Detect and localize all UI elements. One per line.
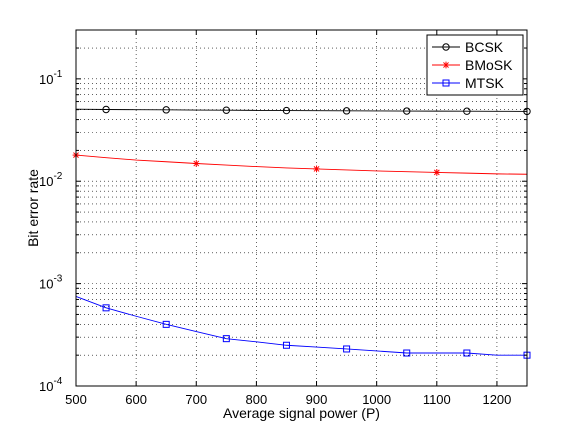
grid (76, 30, 527, 386)
x-tick-label: 700 (185, 392, 207, 407)
marker-square (442, 79, 450, 87)
marker-circle (282, 106, 291, 115)
x-tick-label: 1000 (362, 392, 391, 407)
y-tick-exponent: -1 (53, 69, 62, 80)
marker-square (102, 304, 110, 312)
series-line-bcsk (75, 108, 528, 112)
legend: BCSK BMoSK MTSK (426, 34, 524, 96)
data-point-mtsk (102, 304, 110, 312)
data-point-mtsk (463, 349, 471, 357)
y-tick-base: 10 (39, 379, 53, 394)
marker-star-stroke (433, 169, 440, 176)
y-tick-exponent: -4 (53, 376, 62, 387)
marker-star-stroke (193, 160, 200, 167)
marker-star-stroke (443, 62, 449, 68)
data-point-mtsk (162, 320, 170, 328)
series-layer (72, 105, 531, 359)
y-tick-base: 10 (39, 72, 53, 87)
marker-circle (403, 107, 411, 115)
marker-square (282, 341, 290, 349)
y-tick-base: 10 (39, 174, 53, 189)
data-point-bcsk (282, 106, 291, 115)
x-tick-label: 500 (65, 392, 87, 407)
y-tick-label: 10-1 (39, 69, 63, 87)
legend-item: BCSK (432, 39, 504, 55)
data-point-bcsk (463, 107, 471, 115)
marker-circle (162, 106, 170, 114)
marker-square (343, 345, 351, 353)
data-point-mtsk (403, 349, 411, 357)
data-point-mtsk (222, 335, 230, 343)
y-tick-label: 10-3 (39, 274, 63, 292)
y-axis-label: Bit error rate (25, 169, 41, 247)
legend-marker (442, 43, 450, 51)
series-line-mtsk (75, 295, 527, 356)
data-point-bmosk (313, 165, 320, 173)
series-line-bmosk (75, 154, 528, 175)
data-point-bcsk (162, 106, 170, 114)
y-tick-base: 10 (39, 277, 53, 292)
data-point-mtsk (282, 341, 290, 349)
legend-marker (442, 79, 450, 87)
marker-circle (463, 107, 471, 115)
marker-square (222, 335, 230, 343)
marker-square (162, 320, 170, 328)
data-point-bmosk (433, 168, 441, 176)
plot-frame (75, 29, 528, 387)
marker-circle (442, 43, 450, 51)
marker-circle (102, 105, 110, 114)
x-tick-label: 600 (125, 392, 147, 407)
y-tick-exponent: -3 (53, 274, 62, 285)
marker-star-stroke (313, 165, 320, 172)
x-axis-label: Average signal power (P) (223, 405, 380, 421)
legend-item: BMoSK (432, 57, 513, 73)
x-tick-label: 1200 (482, 392, 511, 407)
legend-item: MTSK (432, 75, 505, 91)
legend-label: BMoSK (465, 57, 513, 73)
data-point-bcsk (102, 105, 110, 114)
legend-marker (442, 61, 450, 69)
data-point-bcsk (403, 107, 411, 115)
marker-circle (222, 106, 231, 114)
marker-square (403, 349, 411, 357)
ticks: 500 600 700 800 900 1000 1100 120010-410-310-21… (39, 30, 527, 407)
y-tick-exponent: -2 (53, 171, 62, 182)
legend-label: MTSK (465, 75, 505, 91)
data-point-mtsk (343, 345, 351, 353)
y-tick-label: 10-4 (39, 376, 63, 394)
marker-circle (342, 107, 351, 115)
y-tick-label: 10-2 (39, 171, 63, 189)
data-point-bcsk (222, 106, 231, 114)
x-tick-label: 1100 (423, 392, 451, 407)
data-point-bmosk (192, 160, 200, 167)
legend-label: BCSK (465, 39, 504, 55)
marker-square (463, 349, 471, 357)
x-tick-label: 900 (306, 392, 328, 407)
x-tick-label: 800 (246, 392, 268, 407)
data-point-bcsk (342, 107, 351, 115)
